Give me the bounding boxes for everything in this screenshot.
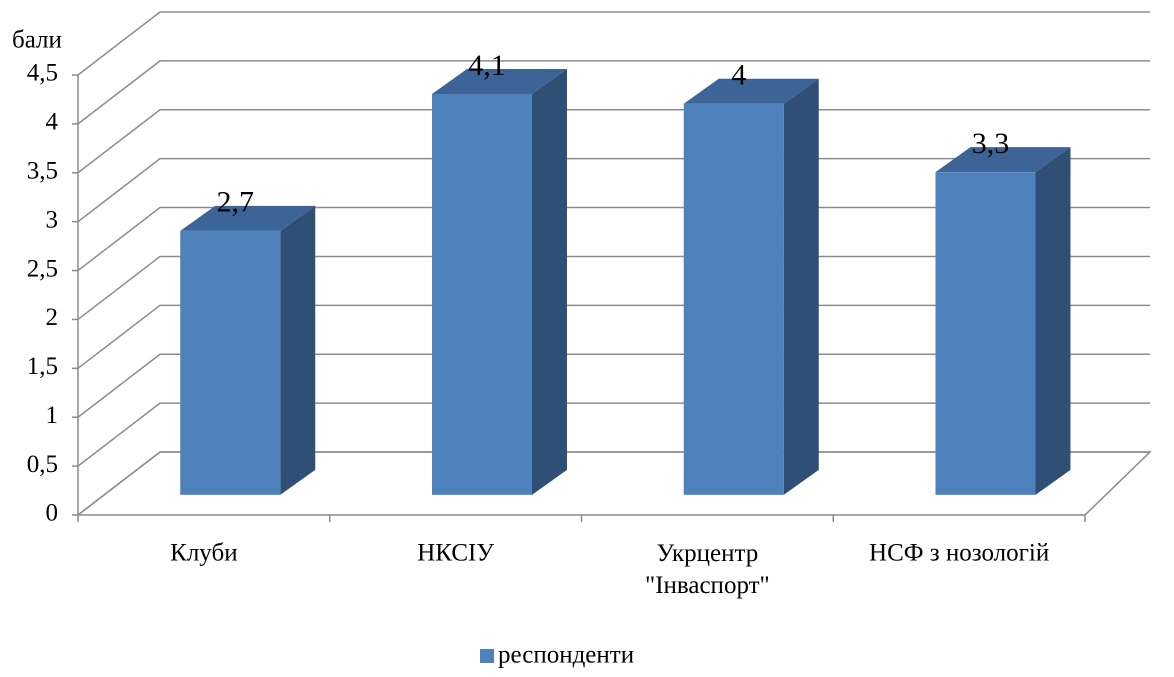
grid-line (77, 206, 1150, 272)
grid-line (77, 109, 1150, 174)
grid-line (77, 402, 1150, 467)
value-label: 4 (731, 59, 746, 92)
grid-line (77, 353, 1150, 418)
y-tick-label: 3 (46, 206, 59, 233)
bar-side (783, 78, 819, 495)
bar (683, 103, 784, 495)
y-tick-label: 1,5 (27, 353, 58, 380)
grid-line (77, 60, 1150, 125)
value-label: 4,1 (468, 49, 506, 82)
grid-line (77, 11, 1150, 76)
y-tick-label: 2,5 (27, 255, 58, 282)
bar (180, 230, 281, 495)
x-tick-label: Клуби (170, 540, 237, 567)
x-tick-label: НКСІУ (417, 540, 494, 567)
bar-side (280, 205, 316, 495)
bar (431, 93, 532, 495)
bar-top (935, 147, 1071, 173)
x-tick-label: Укрцентр "Інваспорт" (645, 540, 770, 599)
grid-line (77, 255, 1150, 321)
bar-top (683, 78, 819, 104)
bar-top (431, 68, 567, 94)
y-tick-label: 0,5 (27, 451, 58, 478)
y-tick-label: 2 (46, 304, 59, 331)
grid-line (77, 157, 1150, 223)
y-tick-label: 1 (46, 402, 59, 429)
grid-line (77, 451, 1150, 516)
bar-side (531, 68, 567, 495)
value-label: 3,3 (972, 127, 1010, 160)
y-tick-label: 4,5 (27, 60, 58, 87)
legend-label: респонденти (498, 642, 634, 669)
x-tick-label: НСФ з нозологій (869, 540, 1049, 567)
grid-line (77, 304, 1150, 369)
y-tick-label: 3,5 (27, 158, 58, 185)
y-axis-label: бали (12, 27, 62, 54)
y-tick-label: 0 (46, 500, 59, 527)
y-tick-label: 4 (46, 109, 59, 136)
legend-swatch (480, 649, 494, 663)
bar (935, 172, 1036, 495)
bar-top (180, 205, 316, 231)
bar-side (1035, 147, 1071, 495)
value-label: 2,7 (216, 186, 254, 219)
